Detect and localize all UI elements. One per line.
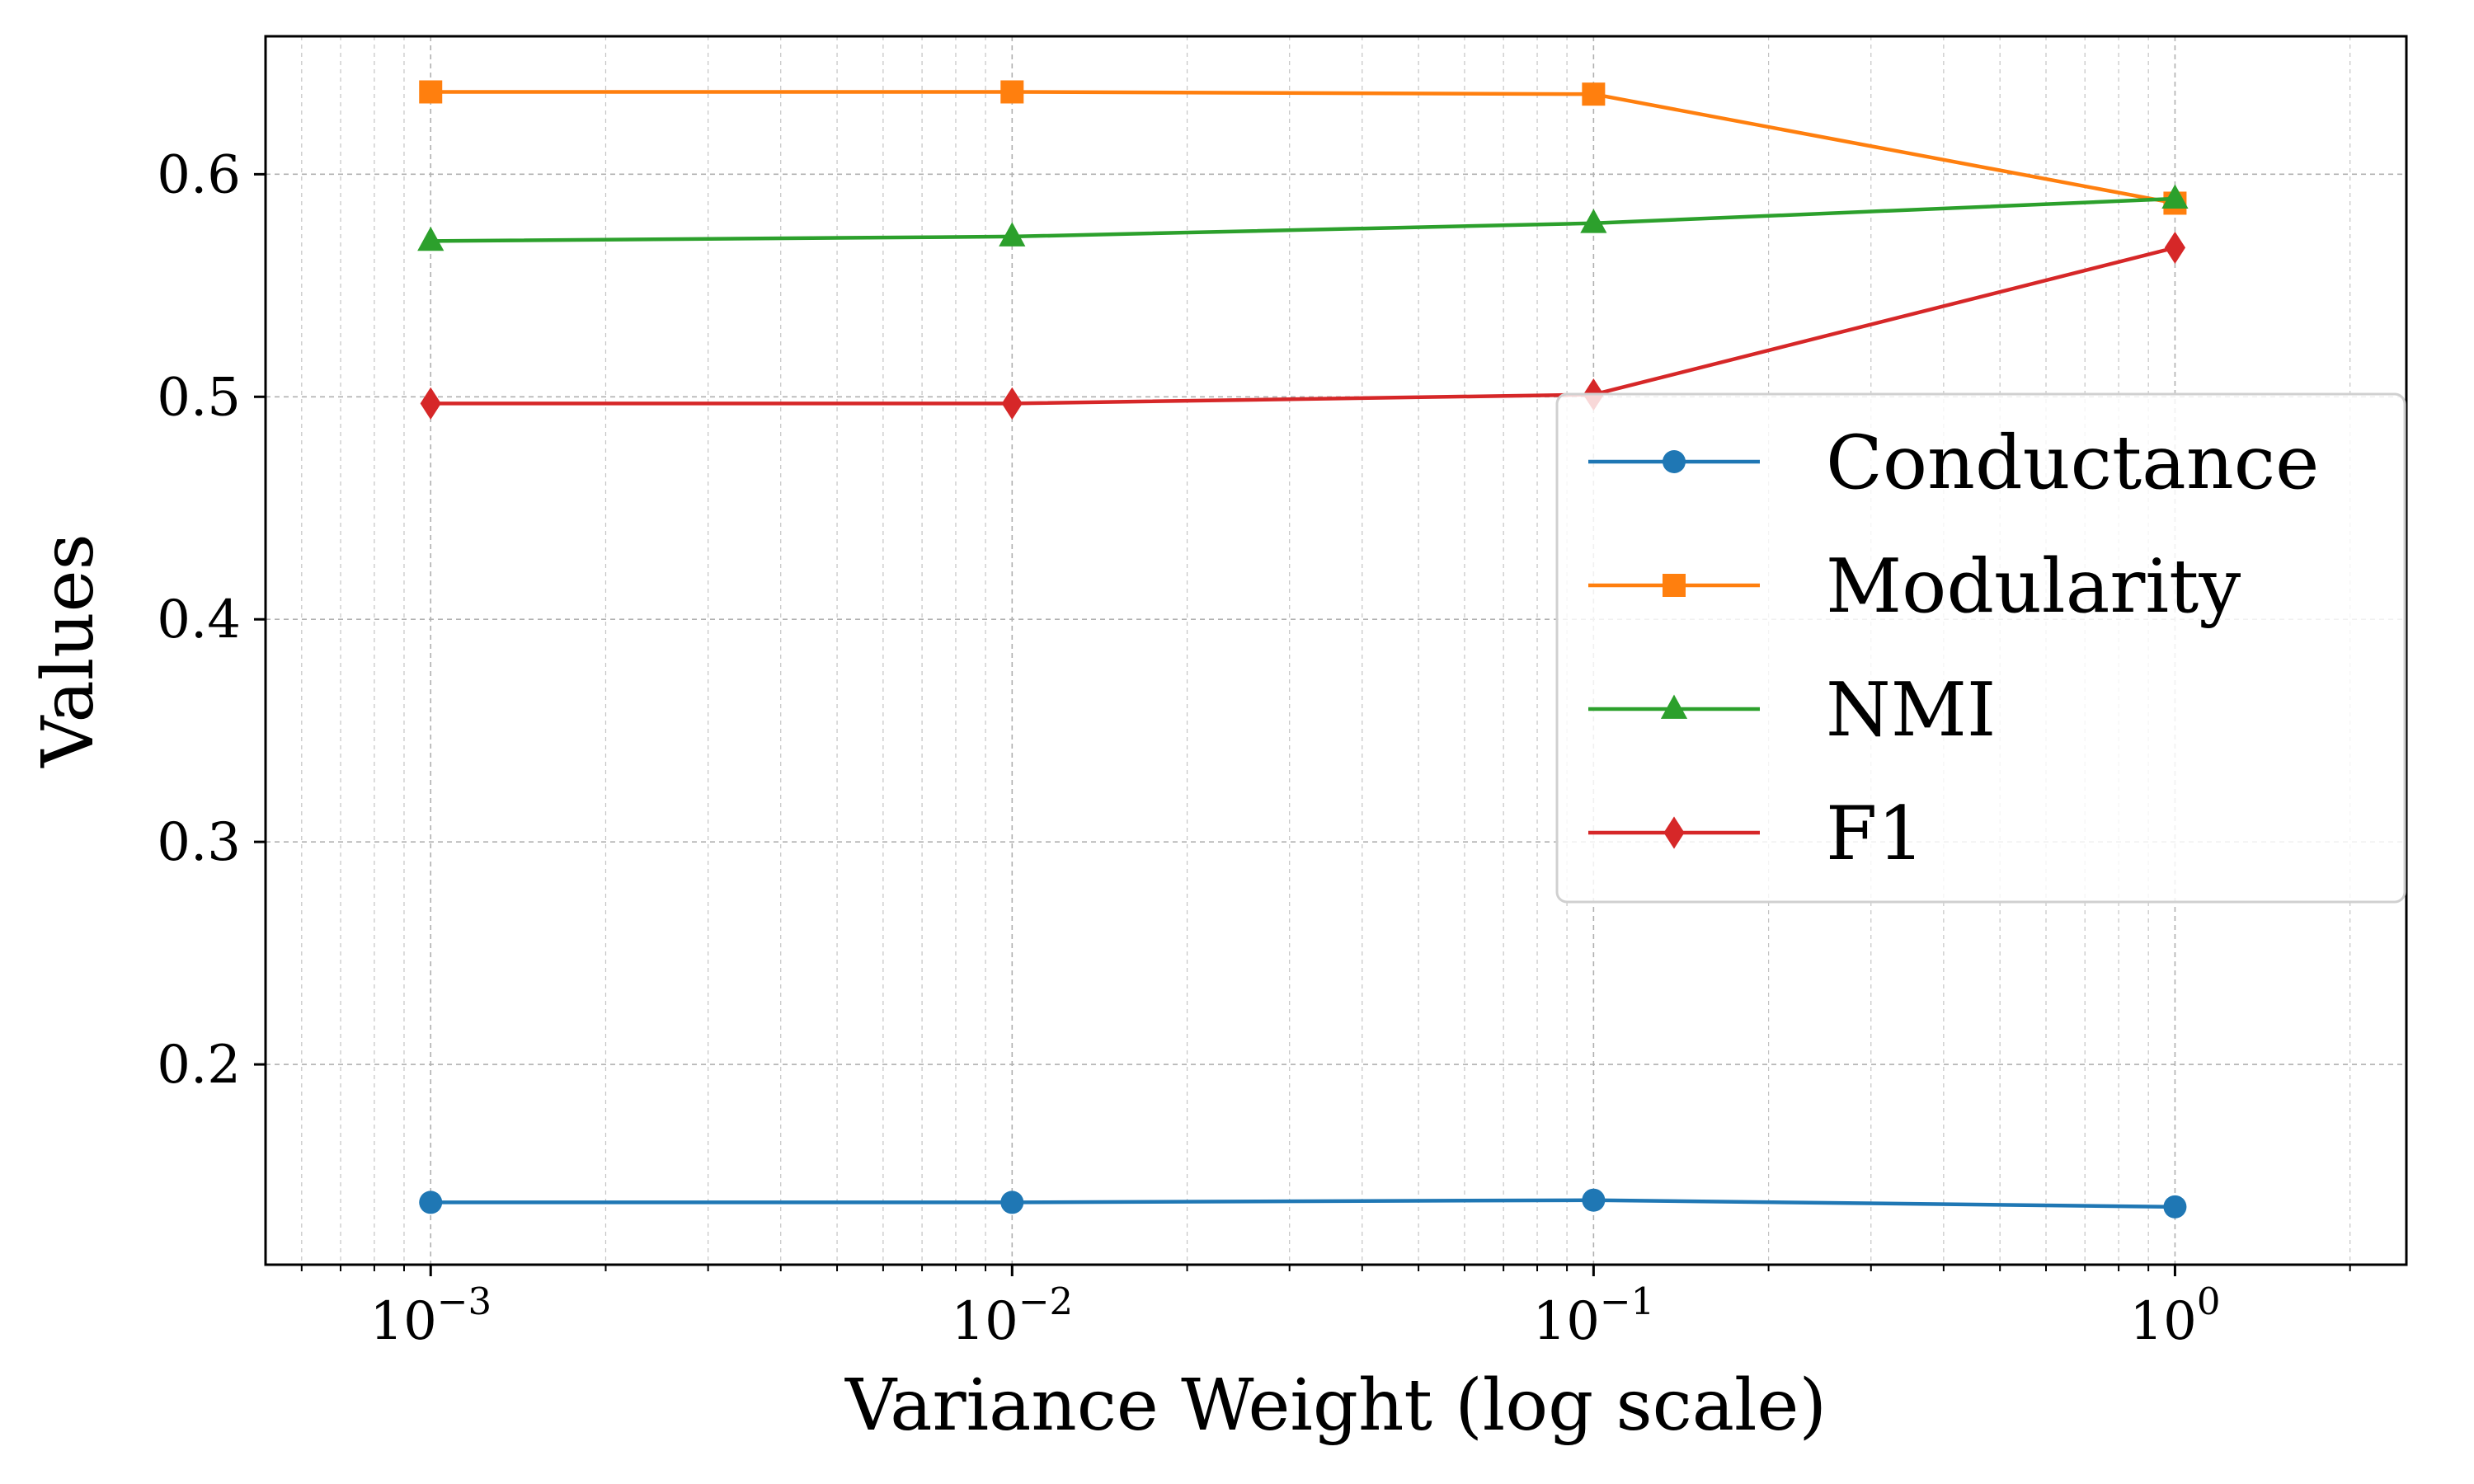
y-tick-label: 0.3 — [157, 812, 241, 873]
legend-label: NMI — [1826, 667, 1996, 754]
series-line — [430, 246, 2175, 406]
legend-item-modularity: Modularity — [1588, 543, 2241, 630]
legend: Conductance Modularity NMI F1 — [1555, 392, 2406, 904]
circle-marker — [1663, 450, 1686, 473]
x-tick-label: 100 — [2129, 1280, 2220, 1352]
y-tick-label: 0.2 — [157, 1035, 241, 1096]
data-point — [1000, 1190, 1024, 1214]
series-group — [417, 80, 2189, 1219]
series-nmi — [417, 184, 2189, 251]
x-tick-label: 10−2 — [951, 1280, 1073, 1352]
series-conductance — [419, 1188, 2187, 1219]
data-point — [419, 1190, 443, 1214]
data-point — [999, 222, 1026, 247]
legend-label: F1 — [1826, 791, 1925, 877]
y-axis-ticks: 0.2 0.3 0.4 0.5 0.6 — [157, 144, 266, 1096]
data-point — [419, 80, 443, 104]
data-point — [1001, 387, 1023, 420]
y-axis-title: Values — [27, 533, 110, 768]
data-point — [1582, 82, 1606, 106]
y-tick-label: 0.4 — [157, 589, 241, 650]
plot-frame — [264, 35, 2408, 1266]
legend-item-nmi: NMI — [1588, 667, 1996, 754]
x-axis-ticks: 10−3 10−2 10−1 100 — [300, 1265, 2351, 1352]
y-tick-label: 0.6 — [157, 144, 241, 205]
y-tick-label: 0.5 — [157, 367, 241, 428]
x-axis-title: Variance Weight (log scale) — [844, 1364, 1827, 1447]
data-point — [1582, 1188, 1606, 1212]
series-line — [430, 1198, 2175, 1209]
data-point — [2161, 184, 2189, 209]
square-marker — [1663, 574, 1686, 597]
triangle-marker — [1660, 694, 1688, 719]
series-line — [430, 196, 2175, 243]
data-point — [2163, 1195, 2187, 1219]
data-point — [417, 226, 444, 251]
data-point — [1580, 209, 1607, 233]
x-tick-label: 10−3 — [369, 1280, 492, 1352]
series-line — [430, 90, 2175, 205]
legend-item-f1: F1 — [1588, 791, 1925, 877]
series-f1 — [420, 231, 2186, 420]
data-point — [2164, 231, 2186, 265]
legend-item-conductance: Conductance — [1588, 420, 2319, 506]
legend-box — [1555, 392, 2406, 904]
legend-label: Modularity — [1826, 543, 2241, 630]
series-modularity — [419, 80, 2187, 215]
x-tick-label: 10−1 — [1532, 1280, 1654, 1352]
legend-label: Conductance — [1826, 420, 2319, 506]
diamond-marker — [1663, 816, 1685, 849]
data-point — [1000, 80, 1024, 104]
data-point — [420, 387, 441, 420]
